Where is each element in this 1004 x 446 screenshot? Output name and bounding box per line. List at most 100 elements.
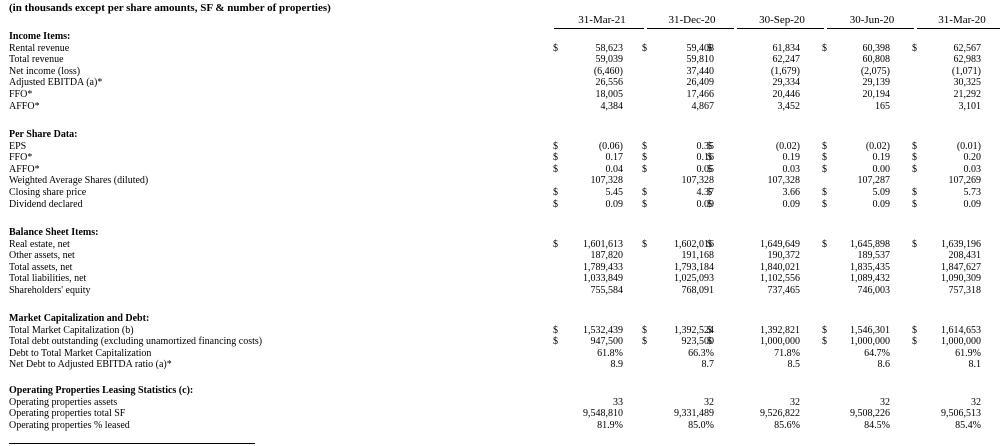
table-cell: 1,546,301 [850,324,890,336]
table-cell: 21,292 [953,89,982,100]
header-rule [917,28,1000,29]
table-cell: 61.8% [597,347,623,359]
dollar-sign: $ [912,140,917,152]
row-label: FFO* [9,89,33,100]
table-cell: 1,392,524 [674,324,714,336]
row-label: AFFO* [9,100,40,112]
table-cell: 0.20 [963,152,982,164]
dollar-sign: $ [642,163,647,175]
dollar-sign: $ [707,152,712,164]
table-cell: 4,384 [600,100,624,112]
table-cell: 208,431 [948,250,982,262]
table-cell: 923,500 [681,336,715,348]
table-cell: 18,005 [595,89,624,100]
table-cell: 5.45 [605,187,624,198]
row-label: Rental revenue [9,42,70,54]
table-cell: 8.9 [610,359,624,371]
table-cell: 1,649,649 [760,238,800,250]
table-cell: 32 [704,396,714,408]
table-cell: 1,090,309 [941,273,981,285]
dollar-sign: $ [822,187,827,198]
dollar-sign: $ [553,336,558,348]
table-cell: 1,532,439 [583,324,623,336]
dollar-sign: $ [642,324,647,336]
footnote-rule [9,443,255,444]
table-cell: (0.02) [775,140,800,152]
table-cell: 1,789,433 [583,261,623,273]
table-cell: 107,328 [681,175,715,187]
table-cell: 9,506,513 [941,408,981,420]
dollar-sign: $ [912,152,917,164]
table-cell: (0.01) [956,140,981,152]
table-cell: 60,398 [862,42,891,54]
dollar-sign: $ [912,42,917,54]
row-label: Net Debt to Adjusted EBITDA ratio (a)* [9,359,172,371]
table-cell: 768,091 [681,285,715,296]
dollar-sign: $ [822,336,827,348]
dollar-sign: $ [642,238,647,250]
table-cell: 61.9% [955,347,981,359]
dollar-sign: $ [707,42,712,54]
table-cell: 0.19 [872,152,891,164]
table-cell: 62,247 [772,54,801,66]
table-cell: 1,614,653 [941,324,981,336]
table-cell: 59,408 [686,42,715,54]
table-cell: 0.09 [963,198,982,210]
dollar-sign: $ [553,163,558,175]
row-label: FFO* [9,152,33,164]
table-cell: 0.35 [696,140,715,152]
row-label: Total debt outstanding (excluding unamor… [9,336,263,348]
table-cell: 66.3% [688,347,714,359]
table-cell: 85.4% [955,419,981,431]
dollar-sign: $ [642,140,647,152]
row-label: Net income (loss) [9,65,81,77]
dollar-sign: $ [912,336,917,348]
table-cell: (1,071) [951,65,981,77]
dollar-sign: $ [822,140,827,152]
table-cell: 9,331,489 [674,408,714,420]
section-title: Income Items: [9,31,71,42]
dollar-sign: $ [707,324,712,336]
table-cell: 32 [880,396,890,408]
dollar-sign: $ [553,140,558,152]
dollar-sign: $ [822,42,827,54]
row-label: AFFO* [9,163,40,175]
table-cell: 37,440 [686,65,715,77]
table-cell: 64.7% [864,347,890,359]
dollar-sign: $ [822,324,827,336]
table-cell: 757,318 [948,285,982,296]
table-cell: 5.73 [963,187,982,198]
table-cell: (0.02) [865,140,890,152]
table-cell: 3,101 [958,100,982,112]
table-cell: 33 [613,396,623,408]
period-header: 31-Dec-20 [668,14,716,26]
dollar-sign: $ [912,324,917,336]
table-cell: 191,168 [681,250,715,262]
dollar-sign: $ [642,152,647,164]
dollar-sign: $ [707,140,712,152]
table-cell: 29,139 [862,77,891,89]
table-cell: 59,039 [595,54,624,66]
table-cell: (1,679) [770,65,800,77]
dollar-sign: $ [822,198,827,210]
table-cell: 0.19 [782,152,801,164]
table-cell: 30,325 [953,77,982,89]
dollar-sign: $ [553,187,558,198]
table-cell: 4.37 [696,187,715,198]
section-title: Market Capitalization and Debt: [9,313,150,324]
table-cell: 1,102,556 [760,273,800,285]
row-label: Debt to Total Market Capitalization [9,347,152,359]
header-rule [737,28,824,29]
row-label: Other assets, net [9,250,75,262]
table-cell: (6,460) [593,65,623,77]
period-header: 31-Mar-21 [578,14,626,26]
row-label: Real estate, net [9,238,70,250]
table-cell: 9,548,810 [583,408,623,420]
table-cell: 1,000,000 [760,336,800,348]
dollar-sign: $ [822,152,827,164]
table-cell: 84.5% [864,419,890,431]
dollar-sign: $ [707,187,712,198]
table-cell: 0.09 [872,198,891,210]
row-label: Shareholders' equity [9,285,91,296]
